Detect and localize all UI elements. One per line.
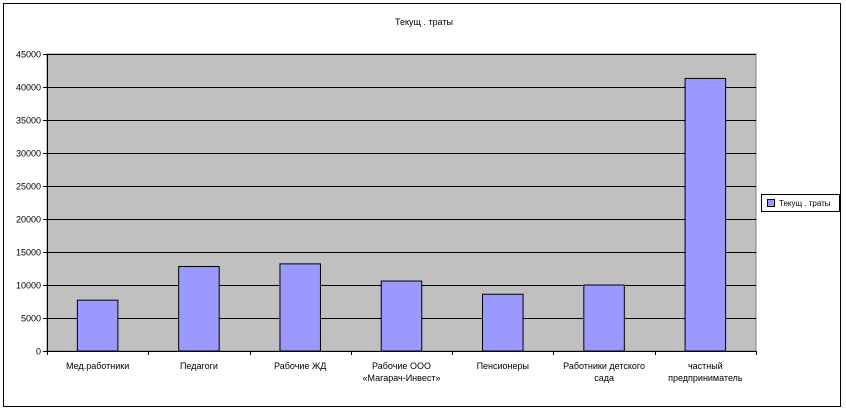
x-category-label: Пенсионеры — [477, 361, 529, 371]
x-category-label-line: Работники детского — [563, 361, 645, 371]
bar — [684, 77, 727, 352]
bar — [76, 299, 119, 352]
y-tick-label: 0 — [36, 347, 41, 357]
legend-label: Текущ . траты — [779, 198, 831, 208]
x-category-label-line: Рабочие ЖД — [274, 361, 326, 371]
y-tick-label: 45000 — [16, 50, 41, 60]
x-category-label-line: Рабочие ООО — [372, 361, 431, 371]
x-category-label: Педагоги — [180, 361, 218, 371]
legend: Текущ . траты — [761, 194, 840, 212]
y-tick-label: 5000 — [21, 314, 41, 324]
y-tick-label: 25000 — [16, 182, 41, 192]
y-tick-label: 35000 — [16, 116, 41, 126]
legend-swatch — [767, 199, 775, 207]
x-category-label-line: Пенсионеры — [477, 361, 529, 371]
x-category-label-line: частный — [688, 361, 723, 371]
bar — [178, 266, 220, 352]
bar — [380, 280, 423, 352]
bar — [279, 263, 321, 352]
x-category-label-line: Педагоги — [180, 361, 218, 371]
bar — [482, 293, 524, 352]
bar — [583, 284, 625, 352]
chart-title: Текущ . траты — [395, 17, 453, 27]
x-category-label: Работники детского сада — [563, 361, 645, 383]
x-category-label: Мед.работники — [66, 361, 129, 371]
y-tick-label: 30000 — [16, 149, 41, 159]
y-tick-label: 40000 — [16, 83, 41, 93]
x-category-label-line: предприниматель — [668, 373, 743, 383]
plot-area: 0 5000 10000 15000 20000 25000 30000 35000 40000… — [16, 50, 757, 383]
x-category-label-line: сада — [594, 373, 614, 383]
x-category-label: Рабочие ООО «Магарач-Инвест» — [363, 361, 441, 383]
y-tick-label: 20000 — [16, 215, 41, 225]
y-tick-label: 10000 — [16, 281, 41, 291]
y-tick-label: 15000 — [16, 248, 41, 258]
x-category-label-line: «Магарач-Инвест» — [363, 373, 441, 383]
x-category-label: частный предприниматель — [668, 361, 743, 383]
x-category-label-line: Мед.работники — [66, 361, 129, 371]
x-category-label: Рабочие ЖД — [274, 361, 326, 371]
